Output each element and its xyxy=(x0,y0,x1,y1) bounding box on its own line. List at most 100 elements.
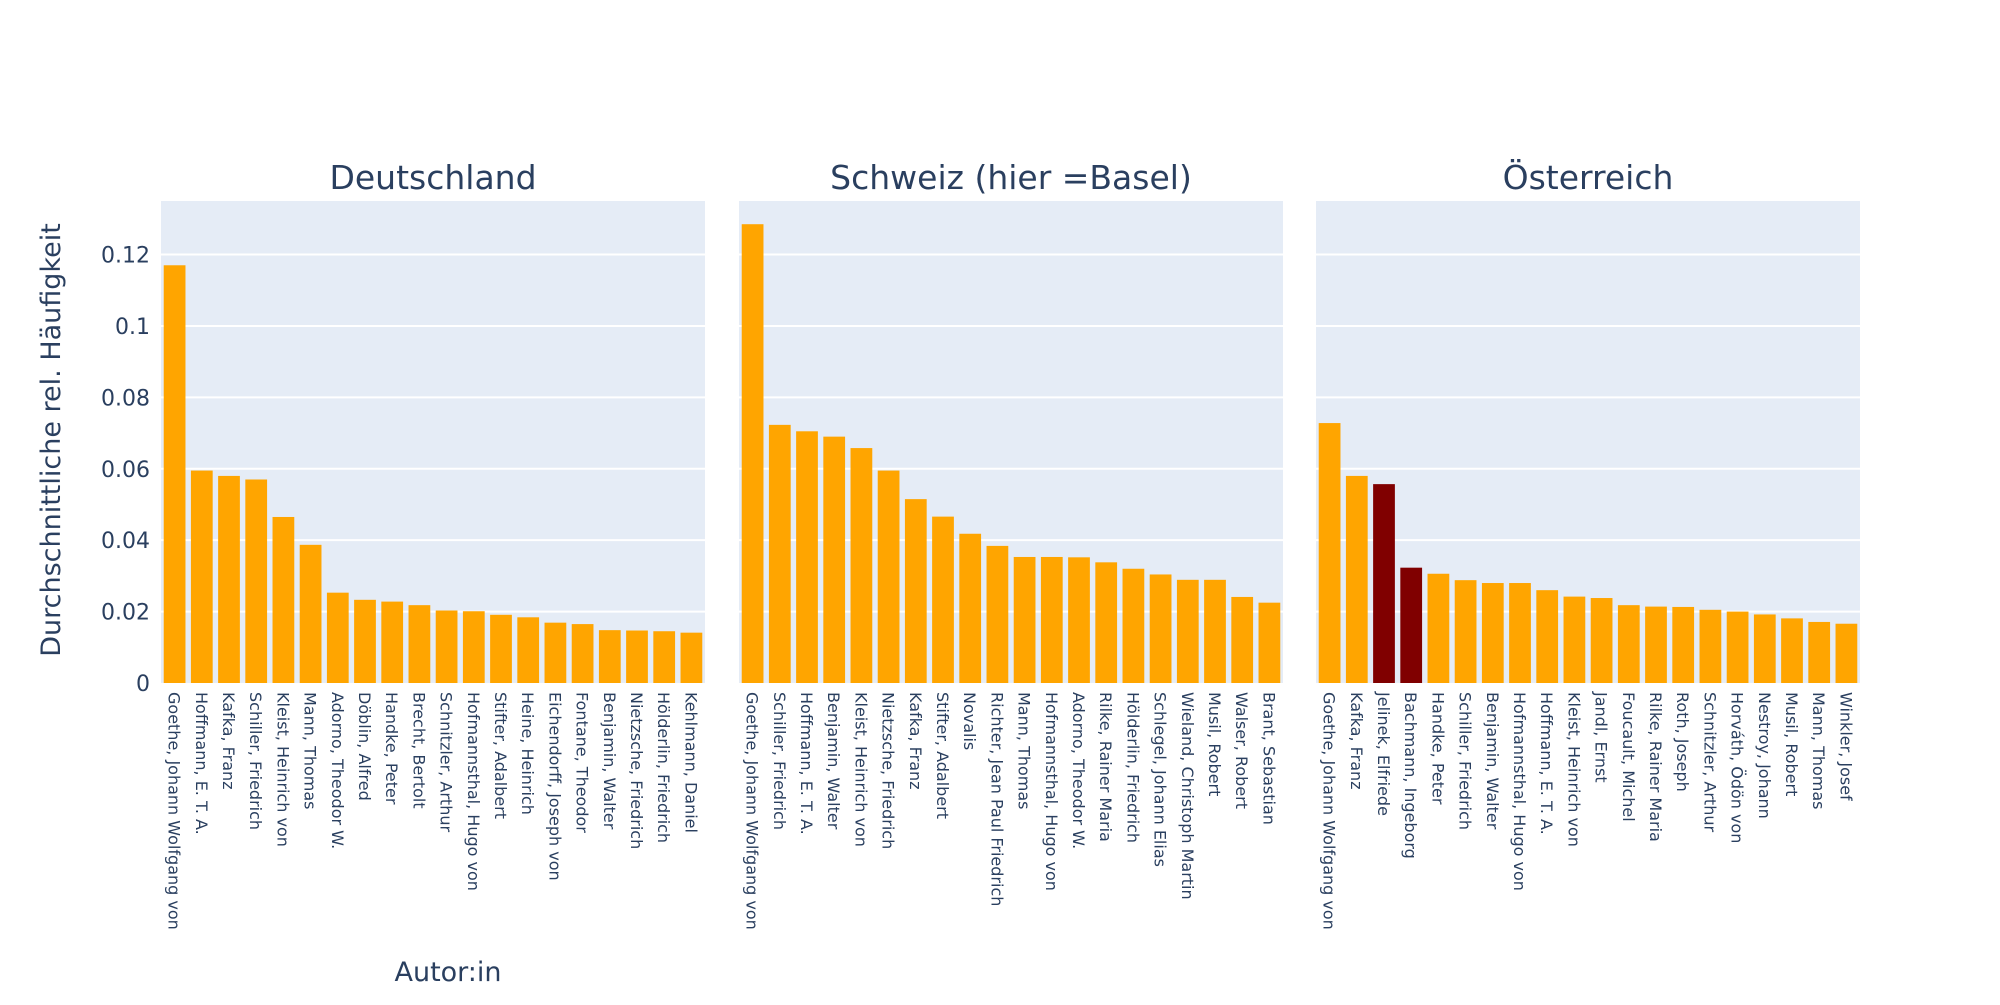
x-tick-label: Musil, Robert xyxy=(1205,692,1224,796)
bar xyxy=(904,499,927,683)
bar xyxy=(1753,614,1776,683)
bar xyxy=(1808,621,1831,683)
x-tick-label: Musil, Robert xyxy=(1782,692,1801,796)
bar xyxy=(1204,579,1226,683)
bar xyxy=(1095,562,1118,683)
x-tick-label: Benjamin, Walter xyxy=(1483,692,1502,830)
x-tick-label: Nestroy, Johann xyxy=(1755,692,1774,819)
bar xyxy=(741,224,764,684)
bar xyxy=(986,545,1009,683)
bar xyxy=(462,611,485,683)
bar xyxy=(1781,618,1803,683)
x-tick-label: Schiller, Friedrich xyxy=(246,692,265,830)
x-tick-label: Horváth, Ödön von xyxy=(1728,692,1747,843)
x-tick-label: Kafka, Franz xyxy=(1347,692,1366,790)
x-tick-label: Hoffmann, E. T. A. xyxy=(1537,692,1556,835)
x-tick-label: Handke, Peter xyxy=(382,692,401,805)
x-tick-label: Hölderlin, Friedrich xyxy=(654,692,673,843)
bar xyxy=(1231,596,1254,683)
bar xyxy=(1590,598,1613,683)
bar xyxy=(823,436,846,683)
x-tick-label: Mann, Thomas xyxy=(1015,692,1034,810)
x-tick-label: Mann, Thomas xyxy=(301,692,320,810)
x-tick-label: Schnitzler, Arthur xyxy=(437,692,456,832)
bar xyxy=(1013,556,1036,683)
bar xyxy=(1427,573,1450,683)
x-tick-label: Jandl, Ernst xyxy=(1592,691,1611,783)
x-tick-label: Heine, Heinrich xyxy=(518,692,537,815)
x-tick-label: Eichendorff, Joseph von xyxy=(545,692,564,881)
y-tick-label: 0.02 xyxy=(101,601,150,626)
x-tick-label: Bachmann, Ingeborg xyxy=(1401,692,1420,859)
bar xyxy=(408,605,431,683)
bar xyxy=(1509,583,1531,683)
y-tick-label: 0.04 xyxy=(101,529,150,554)
x-tick-label: Kleist, Heinrich von xyxy=(1564,692,1583,847)
x-tick-label: Novalis xyxy=(960,692,979,750)
x-tick-label: Hölderlin, Friedrich xyxy=(1123,692,1142,843)
bar xyxy=(1672,606,1695,683)
x-tick-label: Benjamin, Walter xyxy=(824,692,843,830)
bar xyxy=(381,601,404,683)
bar xyxy=(1258,602,1281,683)
x-tick-label: Schiller, Friedrich xyxy=(1456,692,1475,830)
x-tick-label: Richter, Jean Paul Friedrich xyxy=(987,692,1006,906)
x-tick-label: Brecht, Bertolt xyxy=(409,692,428,809)
x-tick-label: Fontane, Theodor xyxy=(573,692,592,833)
x-tick-label: Schiller, Friedrich xyxy=(770,692,789,830)
bar xyxy=(245,479,268,683)
bar xyxy=(598,630,621,683)
bar xyxy=(768,424,791,683)
panel-title: Schweiz (hier =Basel) xyxy=(830,158,1192,197)
y-tick-label: 0.06 xyxy=(101,458,150,483)
y-tick-label: 0.1 xyxy=(115,315,150,340)
panel-title: Deutschland xyxy=(329,158,536,197)
x-tick-label: Kafka, Franz xyxy=(906,692,925,790)
x-tick-label: Goethe, Johann Wolfgang von xyxy=(1320,692,1339,930)
bar xyxy=(1318,423,1341,683)
x-tick-label: Jelinek, Elfriede xyxy=(1374,691,1393,816)
bar xyxy=(163,265,186,683)
x-tick-label: Hoffmann, E. T. A. xyxy=(797,692,816,835)
x-tick-label: Goethe, Johann Wolfgang von xyxy=(743,692,762,930)
x-tick-label: Nietzsche, Friedrich xyxy=(879,692,898,849)
x-tick-label: Stifter, Adalbert xyxy=(933,692,952,819)
bar xyxy=(680,632,703,683)
bar xyxy=(850,448,873,683)
bar xyxy=(1454,580,1477,683)
bar xyxy=(490,614,512,683)
y-axis-title: Durchschnittliche rel. Häufigkeit xyxy=(36,223,67,657)
x-tick-label: Benjamin, Walter xyxy=(600,692,619,830)
x-axis-title: Autor:in xyxy=(394,957,501,988)
chart-panel: Goethe, Johann Wolfgang von Kafka, Franz J… xyxy=(1316,157,1860,930)
bar xyxy=(653,631,676,683)
bar xyxy=(1645,606,1667,683)
bar xyxy=(959,533,982,683)
x-tick-label: Adorno, Theodor W. xyxy=(328,692,347,849)
x-tick-label: Stifter, Adalbert xyxy=(491,692,510,819)
bar xyxy=(1835,623,1858,683)
chart-panel: Goethe, Johann Wolfgang von Schiller, Fri… xyxy=(739,158,1283,930)
y-tick-label: 0.08 xyxy=(101,386,150,411)
x-tick-label: Wieland, Christoph Martin xyxy=(1178,692,1197,900)
x-tick-label: Schnitzler, Arthur xyxy=(1700,692,1719,832)
bar xyxy=(218,475,240,683)
x-tick-label: Brant, Sebastian xyxy=(1259,692,1278,825)
bar xyxy=(626,630,648,683)
x-tick-label: Hofmannsthal, Hugo von xyxy=(464,692,483,891)
bar xyxy=(1176,579,1199,683)
x-tick-label: Kleist, Heinrich von xyxy=(273,692,292,847)
bar xyxy=(435,610,458,683)
y-axis: 0 0.02 0.04 0.06 0.08 0.1 0.12 xyxy=(101,244,150,697)
bar xyxy=(1481,583,1504,683)
x-tick-label: Kleist, Heinrich von xyxy=(851,692,870,847)
bar xyxy=(1699,609,1722,683)
y-tick-label: 0 xyxy=(136,672,150,697)
x-tick-label: Kehlmann, Daniel xyxy=(681,692,700,833)
bar xyxy=(1345,475,1368,683)
bar xyxy=(326,592,349,683)
bar xyxy=(272,516,295,683)
bar xyxy=(1726,611,1749,683)
